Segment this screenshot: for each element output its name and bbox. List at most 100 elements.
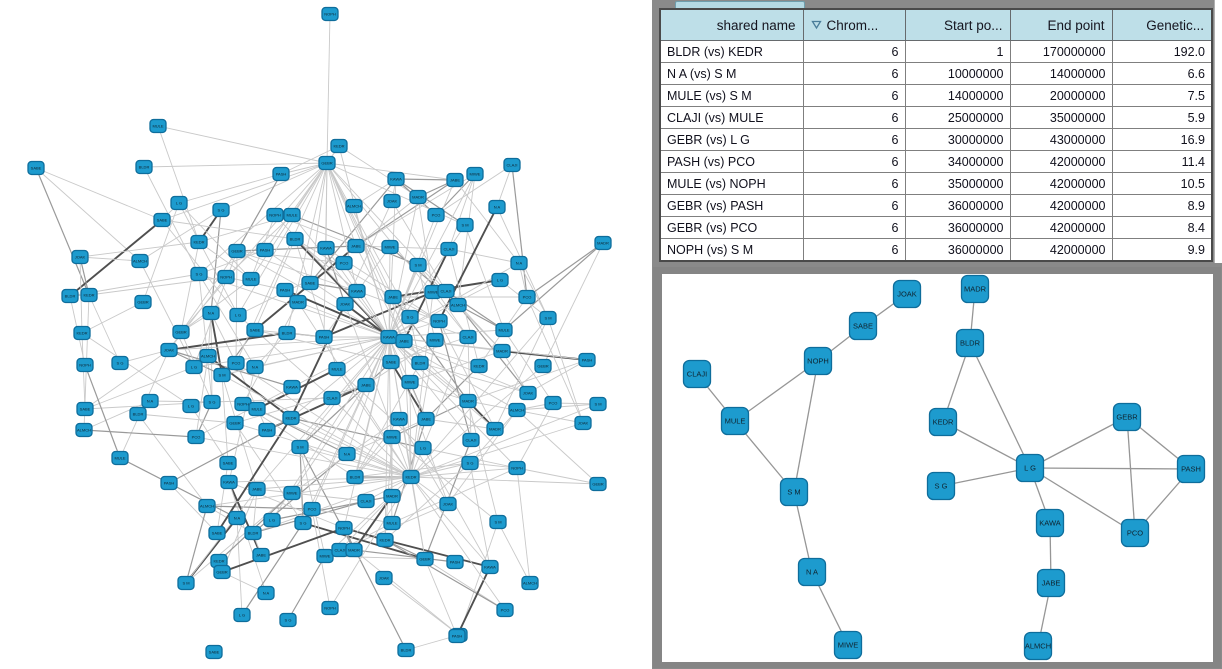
network-node[interactable] xyxy=(682,359,712,389)
network-node[interactable] xyxy=(414,440,432,456)
network-node[interactable] xyxy=(345,198,363,214)
network-node[interactable] xyxy=(190,234,208,250)
network-node[interactable] xyxy=(27,160,45,176)
network-node[interactable] xyxy=(289,294,307,310)
network-node[interactable] xyxy=(510,255,528,271)
network-node[interactable] xyxy=(508,402,526,418)
network-node[interactable] xyxy=(135,159,153,175)
network-node[interactable] xyxy=(303,501,321,517)
network-node[interactable] xyxy=(416,551,434,567)
network-node[interactable] xyxy=(185,359,203,375)
network-node[interactable] xyxy=(375,570,393,586)
network-node[interactable] xyxy=(338,446,356,462)
network-node[interactable] xyxy=(80,287,98,303)
network-node[interactable] xyxy=(202,305,220,321)
table-cell[interactable]: 25000000 xyxy=(904,106,1011,129)
table-cell[interactable]: 1 xyxy=(904,40,1011,63)
table-cell[interactable]: 35000000 xyxy=(904,172,1011,195)
network-node[interactable] xyxy=(426,332,444,348)
network-node[interactable] xyxy=(448,628,466,644)
table-cell[interactable]: 6 xyxy=(802,40,906,63)
table-cell[interactable]: 11.4 xyxy=(1111,150,1213,173)
network-node[interactable] xyxy=(203,394,221,410)
network-node[interactable] xyxy=(131,253,149,269)
network-node[interactable] xyxy=(409,189,427,205)
network-node[interactable] xyxy=(279,612,297,628)
network-node[interactable] xyxy=(323,390,341,406)
network-node[interactable] xyxy=(248,401,266,417)
network-node[interactable] xyxy=(380,329,398,345)
network-node[interactable] xyxy=(409,257,427,273)
table-cell[interactable]: 14000000 xyxy=(904,84,1011,107)
table-cell[interactable]: 10000000 xyxy=(904,62,1011,85)
network-node[interactable] xyxy=(187,429,205,445)
network-node[interactable] xyxy=(76,357,94,373)
network-node[interactable] xyxy=(283,485,301,501)
table-cell[interactable]: 43000000 xyxy=(1009,128,1113,151)
table-cell[interactable]: 14000000 xyxy=(1009,62,1113,85)
column-header-genetic-distance[interactable]: Genetic... xyxy=(1111,8,1213,41)
table-row[interactable]: GEBR (vs) PASH 6 36000000 42000000 8.9 xyxy=(659,194,1213,217)
network-node[interactable] xyxy=(440,241,458,257)
network-node[interactable] xyxy=(357,377,375,393)
table-cell[interactable]: 8.9 xyxy=(1111,194,1213,217)
network-node[interactable] xyxy=(272,166,290,182)
table-cell[interactable]: 6 xyxy=(802,172,906,195)
network-node[interactable] xyxy=(330,138,348,154)
network-node[interactable] xyxy=(244,525,262,541)
table-cell[interactable]: MULE (vs) S M xyxy=(659,84,804,107)
network-node[interactable] xyxy=(258,422,276,438)
network-node[interactable] xyxy=(172,324,190,340)
network-node[interactable] xyxy=(256,242,274,258)
network-node[interactable] xyxy=(401,309,419,325)
network-node[interactable] xyxy=(257,585,275,601)
network-node[interactable] xyxy=(446,554,464,570)
network-node[interactable] xyxy=(387,171,405,187)
network-node[interactable] xyxy=(347,238,365,254)
network-node[interactable] xyxy=(335,255,353,271)
table-cell[interactable]: 6 xyxy=(802,194,906,217)
table-vertical-scrollbar[interactable] xyxy=(1214,0,1222,263)
network-node[interactable] xyxy=(357,493,375,509)
network-node[interactable] xyxy=(439,496,457,512)
table-cell[interactable]: 6 xyxy=(802,84,906,107)
network-node[interactable] xyxy=(283,207,301,223)
network-node[interactable] xyxy=(508,460,526,476)
network-node[interactable] xyxy=(170,195,188,211)
network-node[interactable] xyxy=(111,450,129,466)
network-node[interactable] xyxy=(282,410,300,426)
network-node[interactable] xyxy=(266,207,284,223)
network-node[interactable] xyxy=(456,217,474,233)
column-header-start-position[interactable]: Start po... xyxy=(904,8,1011,41)
network-node[interactable] xyxy=(228,510,246,526)
network-node[interactable] xyxy=(574,415,592,431)
network-node[interactable] xyxy=(459,393,477,409)
network-node[interactable] xyxy=(177,575,195,591)
table-cell[interactable]: 6 xyxy=(802,106,906,129)
network-node[interactable] xyxy=(384,289,402,305)
network-node[interactable] xyxy=(376,532,394,548)
network-node[interactable] xyxy=(301,275,319,291)
network-node[interactable] xyxy=(71,249,89,265)
network-node[interactable] xyxy=(217,269,235,285)
network-node[interactable] xyxy=(252,547,270,563)
network-node[interactable] xyxy=(411,355,429,371)
network-node[interactable] xyxy=(466,166,484,182)
network-node[interactable] xyxy=(462,432,480,448)
table-cell[interactable]: 42000000 xyxy=(1009,216,1113,239)
network-node[interactable] xyxy=(199,348,217,364)
network-node[interactable] xyxy=(496,602,514,618)
table-row[interactable]: PASH (vs) PCO 6 34000000 42000000 11.4 xyxy=(659,150,1213,173)
network-node[interactable] xyxy=(459,329,477,345)
network-node[interactable] xyxy=(227,355,245,371)
network-node[interactable] xyxy=(321,6,339,22)
network-node[interactable] xyxy=(328,361,346,377)
network-node[interactable] xyxy=(397,642,415,658)
network-node[interactable] xyxy=(430,313,448,329)
network-node[interactable] xyxy=(833,630,863,660)
network-node[interactable] xyxy=(417,411,435,427)
network-node[interactable] xyxy=(446,172,464,188)
network-node[interactable] xyxy=(390,411,408,427)
table-row[interactable]: CLAJI (vs) MULE 6 25000000 35000000 5.9 xyxy=(659,106,1213,129)
network-node[interactable] xyxy=(286,231,304,247)
